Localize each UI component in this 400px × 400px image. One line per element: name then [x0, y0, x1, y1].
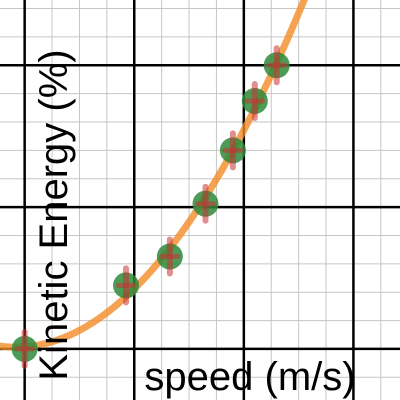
data-point: [11, 328, 38, 369]
data-point: [192, 183, 219, 224]
data-point: [241, 80, 268, 121]
x-axis-label: speed (m/s): [144, 355, 355, 399]
y-axis-label: Kinetic Energy (%): [32, 49, 76, 380]
data-point: [219, 130, 246, 171]
data-points: [11, 45, 290, 369]
data-point: [113, 265, 140, 306]
data-point: [156, 236, 183, 277]
data-point: [263, 45, 290, 86]
